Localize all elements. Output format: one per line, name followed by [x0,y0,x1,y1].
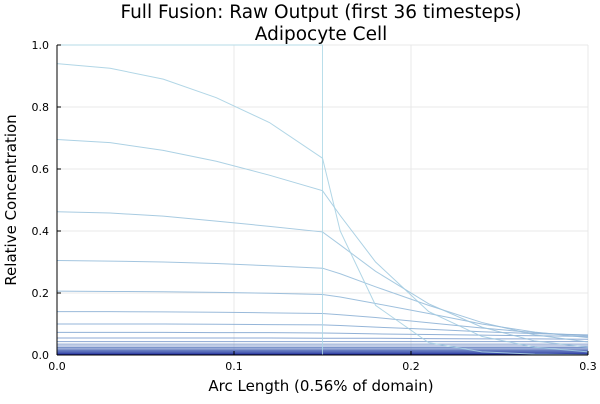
y-tick-label: 0.4 [32,225,50,238]
y-tick-label: 1.0 [32,39,50,52]
series-line-5 [56,259,589,343]
series-line-6 [56,290,589,339]
chart-subtitle: Adipocyte Cell [255,24,388,45]
y-tick-label: 0.8 [32,101,50,114]
series-line-1 [57,44,588,356]
y-tick-label: 0.6 [32,163,50,176]
series-line-10 [57,337,589,340]
x-tick-label: 0.0 [48,360,66,373]
series-group [56,44,589,356]
series-line-2 [56,63,589,356]
series-line-7 [57,311,589,337]
axes-frame [56,44,589,356]
tick-labels: 0.0 0.1 0.2 0.3 0.0 0.2 0.4 0.6 0.8 1.0 [32,39,597,373]
x-tick-label: 0.1 [225,360,243,373]
series-line-4 [56,211,589,348]
chart-title: Full Fusion: Raw Output (first 36 timest… [120,2,521,23]
x-tick-label: 0.2 [402,360,420,373]
x-axis-label: Arc Length (0.56% of domain) [208,377,433,395]
x-tick-label: 0.3 [579,360,597,373]
series-line-9 [57,331,589,337]
y-axis-label: Relative Concentration [2,114,20,285]
series-line-8 [57,323,589,336]
y-tick-label: 0.2 [32,287,50,300]
series-line-3 [56,139,589,353]
y-tick-label: 0.0 [32,349,50,362]
